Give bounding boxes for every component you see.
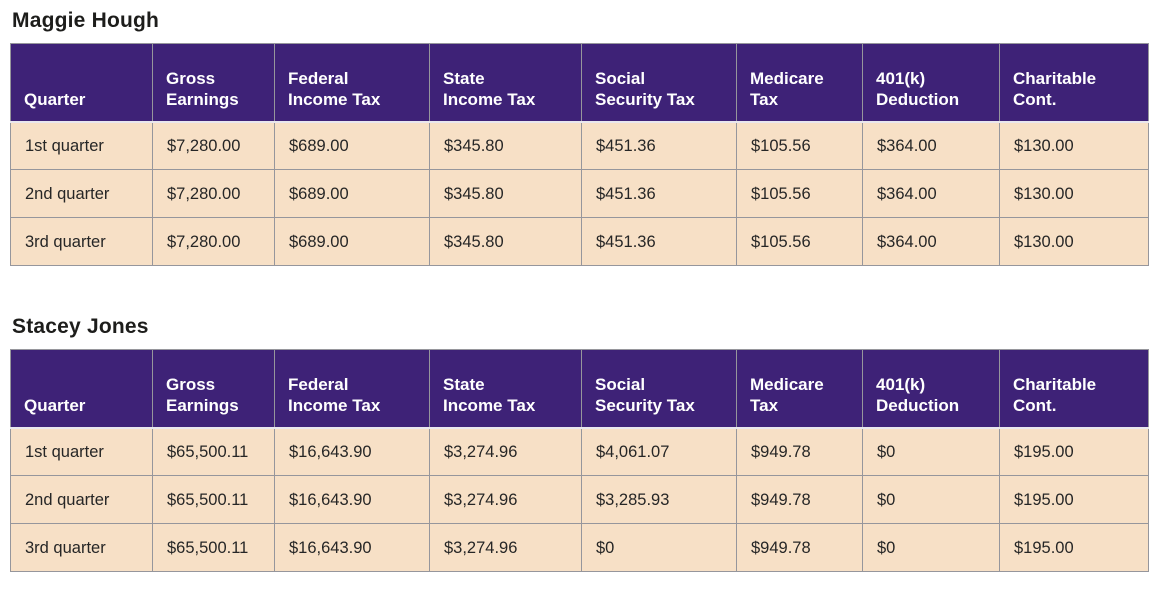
state-income-tax-cell: $345.80 xyxy=(429,121,582,170)
column-header-social-security-tax: Social Security Tax xyxy=(581,43,737,123)
state-income-tax-cell: $3,274.96 xyxy=(429,427,582,476)
table-row: 2nd quarter $65,500.11 $16,643.90 $3,274… xyxy=(10,475,1149,524)
column-header-federal-income-tax: Federal Income Tax xyxy=(274,349,430,429)
federal-income-tax-cell: $16,643.90 xyxy=(274,475,430,524)
payroll-section-maggie-hough: Maggie Hough Quarter Gross Earnings Fede… xyxy=(10,8,1149,266)
medicare-tax-cell: $949.78 xyxy=(736,427,863,476)
quarter-cell: 1st quarter xyxy=(10,121,153,170)
gross-earnings-cell: $65,500.11 xyxy=(152,475,275,524)
state-income-tax-cell: $345.80 xyxy=(429,217,582,266)
federal-income-tax-cell: $16,643.90 xyxy=(274,523,430,572)
column-header-medicare-tax: Medicare Tax xyxy=(736,43,863,123)
column-header-federal-income-tax: Federal Income Tax xyxy=(274,43,430,123)
social-security-tax-cell: $451.36 xyxy=(581,217,737,266)
charitable-cont-cell: $130.00 xyxy=(999,169,1149,218)
state-income-tax-cell: $3,274.96 xyxy=(429,523,582,572)
gross-earnings-cell: $65,500.11 xyxy=(152,427,275,476)
payroll-table-maggie-hough: Quarter Gross Earnings Federal Income Ta… xyxy=(10,43,1149,266)
quarter-cell: 3rd quarter xyxy=(10,523,153,572)
medicare-tax-cell: $949.78 xyxy=(736,475,863,524)
table-row: 2nd quarter $7,280.00 $689.00 $345.80 $4… xyxy=(10,169,1149,218)
column-header-quarter: Quarter xyxy=(10,43,153,123)
table-row: 3rd quarter $65,500.11 $16,643.90 $3,274… xyxy=(10,523,1149,572)
state-income-tax-cell: $3,274.96 xyxy=(429,475,582,524)
payroll-table-stacey-jones: Quarter Gross Earnings Federal Income Ta… xyxy=(10,349,1149,572)
column-header-medicare-tax: Medicare Tax xyxy=(736,349,863,429)
table-row: 1st quarter $7,280.00 $689.00 $345.80 $4… xyxy=(10,121,1149,170)
quarter-cell: 3rd quarter xyxy=(10,217,153,266)
medicare-tax-cell: $105.56 xyxy=(736,169,863,218)
charitable-cont-cell: $195.00 xyxy=(999,475,1149,524)
column-header-gross-earnings: Gross Earnings xyxy=(152,349,275,429)
column-header-gross-earnings: Gross Earnings xyxy=(152,43,275,123)
charitable-cont-cell: $130.00 xyxy=(999,217,1149,266)
gross-earnings-cell: $7,280.00 xyxy=(152,217,275,266)
gross-earnings-cell: $7,280.00 xyxy=(152,121,275,170)
table-row: 1st quarter $65,500.11 $16,643.90 $3,274… xyxy=(10,427,1149,476)
table-row: 3rd quarter $7,280.00 $689.00 $345.80 $4… xyxy=(10,217,1149,266)
column-header-401k-deduction: 401(k) Deduction xyxy=(862,349,1000,429)
401k-deduction-cell: $364.00 xyxy=(862,169,1000,218)
payroll-section-stacey-jones: Stacey Jones Quarter Gross Earnings Fede… xyxy=(10,314,1149,572)
401k-deduction-cell: $0 xyxy=(862,427,1000,476)
gross-earnings-cell: $65,500.11 xyxy=(152,523,275,572)
federal-income-tax-cell: $689.00 xyxy=(274,217,430,266)
social-security-tax-cell: $3,285.93 xyxy=(581,475,737,524)
medicare-tax-cell: $105.56 xyxy=(736,217,863,266)
quarter-cell: 2nd quarter xyxy=(10,169,153,218)
header-row: Quarter Gross Earnings Federal Income Ta… xyxy=(10,349,1149,429)
table-header: Quarter Gross Earnings Federal Income Ta… xyxy=(10,43,1149,123)
401k-deduction-cell: $0 xyxy=(862,523,1000,572)
column-header-state-income-tax: State Income Tax xyxy=(429,43,582,123)
charitable-cont-cell: $195.00 xyxy=(999,427,1149,476)
column-header-401k-deduction: 401(k) Deduction xyxy=(862,43,1000,123)
quarter-cell: 2nd quarter xyxy=(10,475,153,524)
social-security-tax-cell: $4,061.07 xyxy=(581,427,737,476)
state-income-tax-cell: $345.80 xyxy=(429,169,582,218)
employee-name-heading: Stacey Jones xyxy=(12,315,149,338)
charitable-cont-cell: $195.00 xyxy=(999,523,1149,572)
table-header: Quarter Gross Earnings Federal Income Ta… xyxy=(10,349,1149,429)
column-header-quarter: Quarter xyxy=(10,349,153,429)
table-body: 1st quarter $7,280.00 $689.00 $345.80 $4… xyxy=(10,121,1149,266)
column-header-social-security-tax: Social Security Tax xyxy=(581,349,737,429)
quarter-cell: 1st quarter xyxy=(10,427,153,476)
column-header-charitable-cont: Charitable Cont. xyxy=(999,43,1149,123)
social-security-tax-cell: $0 xyxy=(581,523,737,572)
federal-income-tax-cell: $16,643.90 xyxy=(274,427,430,476)
401k-deduction-cell: $0 xyxy=(862,475,1000,524)
table-body: 1st quarter $65,500.11 $16,643.90 $3,274… xyxy=(10,427,1149,572)
401k-deduction-cell: $364.00 xyxy=(862,217,1000,266)
medicare-tax-cell: $105.56 xyxy=(736,121,863,170)
column-header-state-income-tax: State Income Tax xyxy=(429,349,582,429)
federal-income-tax-cell: $689.00 xyxy=(274,169,430,218)
401k-deduction-cell: $364.00 xyxy=(862,121,1000,170)
gross-earnings-cell: $7,280.00 xyxy=(152,169,275,218)
federal-income-tax-cell: $689.00 xyxy=(274,121,430,170)
social-security-tax-cell: $451.36 xyxy=(581,169,737,218)
social-security-tax-cell: $451.36 xyxy=(581,121,737,170)
medicare-tax-cell: $949.78 xyxy=(736,523,863,572)
column-header-charitable-cont: Charitable Cont. xyxy=(999,349,1149,429)
employee-name-heading: Maggie Hough xyxy=(12,9,160,32)
charitable-cont-cell: $130.00 xyxy=(999,121,1149,170)
header-row: Quarter Gross Earnings Federal Income Ta… xyxy=(10,43,1149,123)
